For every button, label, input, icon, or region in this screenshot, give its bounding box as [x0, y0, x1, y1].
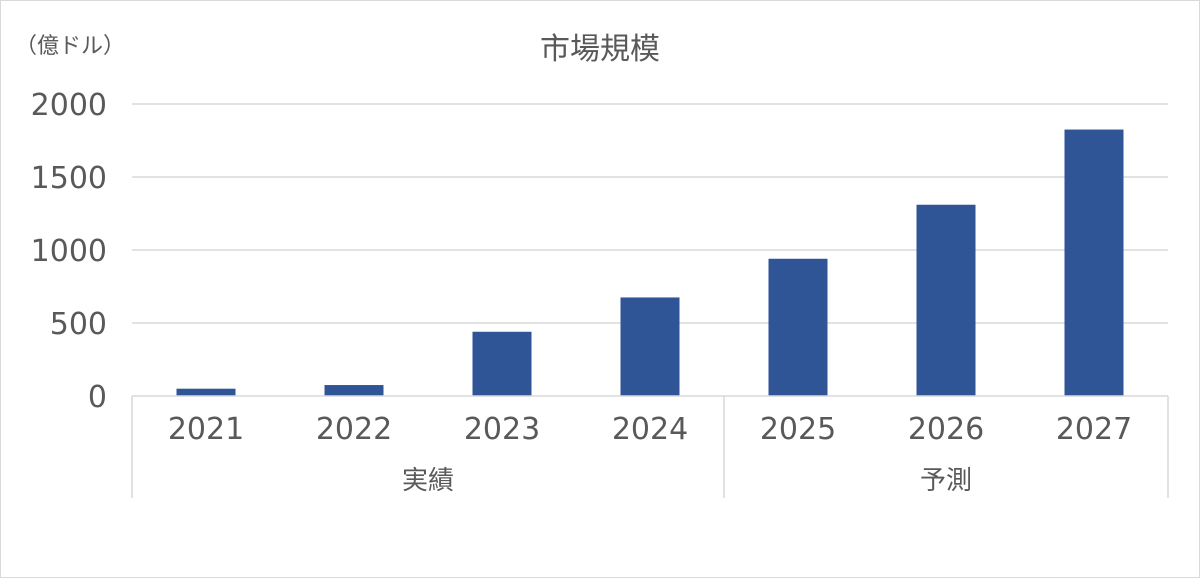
y-tick-label: 0: [88, 380, 107, 415]
bar-2022: [324, 385, 384, 396]
bar-2024: [620, 297, 680, 396]
y-tick-label: 2000: [31, 88, 107, 123]
group-label: 実績: [402, 466, 454, 496]
x-tick-label: 2025: [760, 412, 836, 447]
x-tick-label: 2027: [1056, 412, 1132, 447]
x-axis-groups: 実績 予測: [131, 396, 1169, 498]
bar-2025: [768, 258, 828, 396]
chart-title: 市場規模: [540, 32, 660, 67]
x-tick-label: 2021: [168, 412, 244, 447]
bars: [176, 129, 1124, 397]
bar-2021: [176, 388, 236, 396]
bar-2027: [1064, 129, 1124, 397]
y-tick-label: 500: [50, 307, 107, 342]
x-tick-label: 2024: [612, 412, 688, 447]
x-tick-label: 2022: [316, 412, 392, 447]
bar-2026: [916, 204, 976, 396]
x-tick-label: 2026: [908, 412, 984, 447]
x-tick-label: 2023: [464, 412, 540, 447]
group-label: 予測: [920, 466, 972, 496]
bar-2023: [472, 331, 532, 396]
x-axis-ticks: 2021 2022 2023 2024 2025 2026 2027: [168, 412, 1132, 447]
gridlines: [132, 103, 1168, 324]
y-tick-label: 1000: [31, 234, 107, 269]
y-axis-ticks: 0 500 1000 1500 2000: [31, 88, 107, 415]
y-axis-unit-label: （億ドル）: [15, 34, 125, 59]
y-tick-label: 1500: [31, 161, 107, 196]
